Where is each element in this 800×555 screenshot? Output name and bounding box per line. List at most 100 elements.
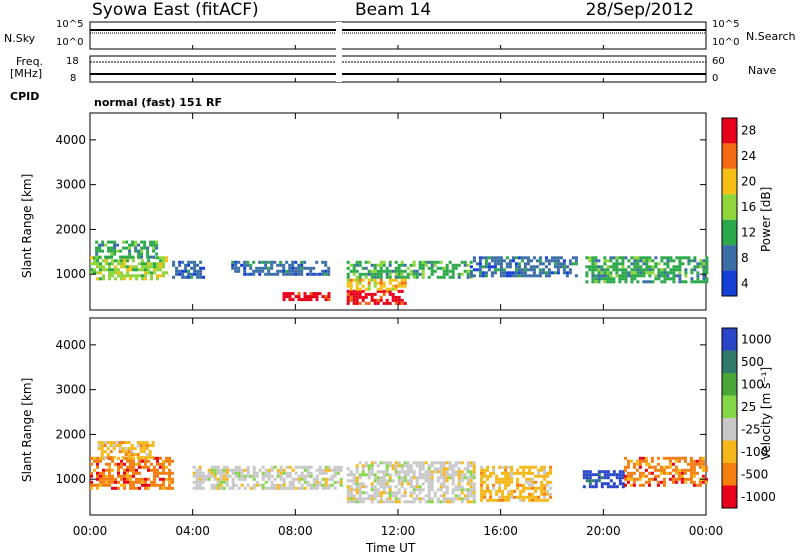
scatter-cell (93, 268, 96, 272)
scatter-cell (376, 298, 380, 302)
scatter-cell (355, 260, 359, 264)
scatter-cell (430, 497, 434, 501)
scatter-cell (267, 266, 271, 270)
scatter-cell (436, 461, 440, 465)
scatter-cell (327, 295, 331, 299)
scatter-cell (648, 274, 652, 278)
scatter-cell (312, 480, 316, 484)
scatter-cell (696, 262, 700, 266)
scatter-cell (523, 271, 527, 275)
scatter-cell (394, 284, 398, 288)
scatter-cell (629, 477, 633, 481)
scatter-cell (626, 471, 630, 475)
scatter-cell (364, 272, 368, 276)
scatter-cell (349, 292, 353, 296)
scatter-cell (526, 274, 530, 278)
scatter-cell (126, 268, 129, 272)
scatter-cell (597, 479, 601, 483)
scatter-cell (379, 470, 383, 474)
scatter-cell (379, 461, 383, 465)
scatter-cell (454, 266, 458, 270)
scatter-cell (454, 488, 458, 492)
scatter-cell (132, 462, 135, 466)
scatter-cell (698, 462, 702, 466)
scatter-cell (267, 272, 271, 276)
scatter-cell (663, 271, 667, 275)
scatter-cell (489, 495, 493, 499)
scatter-cell (129, 268, 132, 272)
scatter-cell (638, 483, 642, 487)
scatter-cell (632, 477, 636, 481)
scatter-cell (196, 269, 200, 273)
scatter-cell (522, 471, 526, 475)
scatter-cell (406, 272, 410, 276)
scatter-cell (132, 474, 135, 478)
scatter-cell (454, 470, 458, 474)
scatter-cell (574, 259, 578, 263)
scatter-cell (502, 271, 506, 275)
scatter-cell (196, 263, 200, 267)
scatter-cell (445, 485, 449, 489)
scatter-cell (645, 265, 649, 269)
scatter-cell (116, 243, 120, 247)
scatter-cell (475, 262, 479, 266)
scatter-cell (517, 271, 521, 275)
scatter-cell (445, 479, 449, 483)
scatter-cell (531, 483, 535, 487)
scatter-cell (636, 268, 640, 272)
scatter-cell (156, 459, 159, 463)
scatter-cell (672, 277, 676, 281)
scatter-cell (659, 471, 663, 475)
scatter-cell (654, 262, 658, 266)
scatter-cell (403, 275, 407, 279)
scatter-cell (394, 260, 398, 264)
scatter-cell (612, 256, 616, 260)
scatter-cell (514, 268, 518, 272)
scatter-cell (111, 271, 114, 275)
scatter-cell (376, 494, 380, 498)
scatter-cell (674, 459, 678, 463)
scatter-cell (346, 292, 350, 296)
scatter-cell (184, 263, 188, 267)
scatter-cell (90, 480, 93, 484)
scatter-cell (448, 467, 452, 471)
scatter-cell (606, 277, 610, 281)
scatter-cell (466, 467, 470, 471)
scatter-cell (376, 488, 380, 492)
scatter-cell (400, 479, 404, 483)
scatter-cell (543, 495, 547, 499)
scatter-cell (282, 292, 286, 296)
scatter-cell (397, 272, 401, 276)
scatter-cell (400, 260, 404, 264)
scatter-cell (687, 259, 691, 263)
scatter-cell (514, 256, 518, 260)
scatter-cell (487, 268, 491, 272)
scatter-cell (105, 462, 108, 466)
scatter-cell (546, 483, 550, 487)
scatter-cell (108, 277, 111, 281)
scatter-cell (237, 477, 241, 481)
scatter-cell (651, 265, 655, 269)
scatter-cell (367, 476, 371, 480)
scatter-cell (585, 476, 589, 480)
scatter-cell (397, 497, 401, 501)
scatter-cell (662, 468, 666, 472)
scatter-cell (689, 456, 693, 460)
scatter-cell (106, 441, 110, 445)
scatter-cell (99, 277, 102, 281)
scatter-cell (656, 456, 660, 460)
scatter-cell (442, 479, 446, 483)
scatter-cell (276, 269, 280, 273)
scatter-cell (427, 479, 431, 483)
scatter-cell (190, 260, 194, 264)
scatter-cell (134, 249, 138, 253)
scatter-cell (130, 450, 134, 454)
scatter-cell (135, 274, 138, 278)
scatter-cell (297, 480, 301, 484)
scatter-cell (656, 483, 660, 487)
scatter-cell (698, 459, 702, 463)
y-tick-label: 2000 (55, 222, 86, 236)
scatter-cell (537, 474, 541, 478)
scatter-cell (585, 271, 589, 275)
scatter-cell (162, 274, 165, 278)
